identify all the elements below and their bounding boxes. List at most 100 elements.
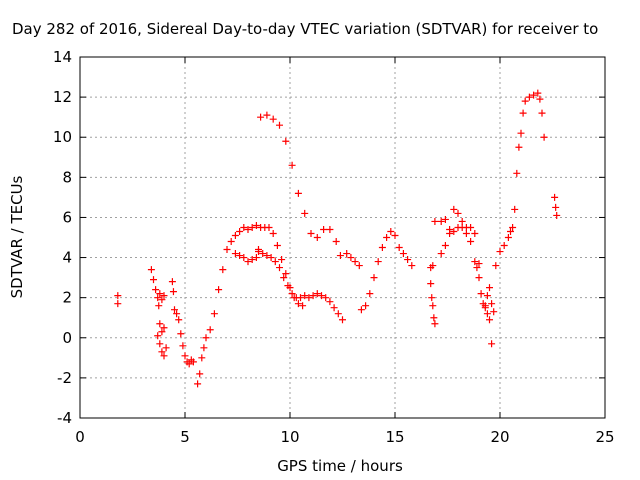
data-point — [156, 290, 164, 298]
y-tick-label: 8 — [62, 168, 72, 186]
data-point — [467, 238, 475, 246]
data-point — [276, 121, 283, 129]
data-point — [210, 310, 218, 318]
data-point — [227, 238, 235, 246]
data-point — [395, 244, 403, 252]
data-point — [481, 304, 489, 312]
data-point — [553, 211, 561, 219]
data-point — [313, 290, 321, 298]
data-point — [332, 238, 340, 246]
data-point — [263, 252, 271, 260]
data-point — [198, 354, 206, 362]
data-point — [169, 288, 177, 296]
data-point — [257, 113, 265, 121]
data-point — [265, 223, 273, 231]
data-point — [374, 258, 382, 266]
data-point — [231, 231, 239, 239]
data-point — [351, 258, 359, 266]
data-point — [158, 296, 166, 304]
data-point — [441, 242, 449, 250]
data-point — [160, 292, 168, 300]
data-point — [156, 320, 164, 328]
data-point — [177, 330, 185, 338]
data-point — [511, 205, 519, 213]
data-point — [240, 254, 248, 262]
data-point — [252, 254, 260, 262]
data-point — [509, 223, 517, 231]
data-point — [521, 97, 529, 105]
data-point — [399, 250, 407, 258]
data-point — [215, 286, 223, 294]
data-point — [269, 115, 277, 123]
data-point — [519, 109, 527, 117]
data-point — [282, 137, 290, 145]
data-point — [171, 306, 178, 314]
data-point — [150, 276, 157, 284]
data-point — [515, 143, 523, 151]
data-point — [244, 258, 252, 266]
y-axis-title: SDTVAR / TECUs — [8, 175, 26, 298]
data-point — [429, 262, 437, 270]
y-tick-label: 0 — [62, 329, 72, 347]
data-point — [471, 229, 479, 237]
data-point — [454, 223, 462, 231]
data-point — [530, 91, 538, 99]
data-point — [288, 161, 296, 169]
data-point — [196, 370, 204, 378]
data-point — [154, 332, 162, 340]
data-point — [330, 304, 338, 312]
data-point — [259, 250, 267, 258]
data-point — [446, 225, 454, 233]
data-point — [299, 302, 307, 310]
data-series — [114, 89, 561, 388]
data-point — [431, 320, 439, 328]
tick-labels: 0 5 10 15 20 25 -4 -2 0 2 4 6 8 10 12 14 — [53, 48, 615, 446]
y-tick-label: 10 — [53, 128, 72, 146]
plot-frame — [79, 56, 606, 419]
y-tick-label: 6 — [62, 208, 72, 226]
data-point — [236, 252, 244, 260]
data-point — [391, 231, 399, 239]
data-point — [206, 326, 214, 334]
data-point — [430, 314, 438, 322]
data-point — [536, 95, 544, 103]
data-point — [404, 256, 412, 264]
data-point — [156, 340, 164, 348]
data-point — [462, 229, 470, 237]
data-point — [152, 286, 160, 294]
data-point — [158, 328, 166, 336]
data-point — [552, 203, 560, 211]
data-point — [301, 292, 309, 300]
data-point — [488, 340, 496, 348]
data-point — [173, 310, 181, 318]
data-point — [320, 225, 328, 233]
chart-title: Day 282 of 2016, Sidereal Day-to-day VTE… — [12, 20, 598, 38]
data-point — [160, 324, 168, 332]
data-point — [490, 308, 498, 316]
data-point — [322, 294, 330, 302]
data-point — [441, 215, 449, 223]
data-point — [427, 280, 435, 288]
data-point — [496, 248, 504, 256]
data-point — [488, 300, 496, 308]
data-point — [378, 244, 386, 252]
data-point — [154, 294, 162, 302]
data-point — [362, 302, 370, 310]
data-point — [513, 169, 521, 177]
data-point — [175, 316, 183, 324]
data-point — [267, 254, 275, 262]
data-point — [437, 250, 445, 258]
data-point — [263, 111, 271, 119]
data-point — [538, 109, 546, 117]
data-point — [383, 234, 391, 241]
data-point — [252, 221, 260, 229]
data-point — [534, 89, 542, 97]
data-point — [357, 306, 365, 314]
data-point — [231, 250, 239, 258]
data-point — [540, 133, 548, 141]
data-point — [284, 282, 292, 290]
data-point — [294, 300, 302, 308]
data-point — [475, 274, 483, 282]
data-point — [305, 294, 313, 302]
data-point — [458, 217, 466, 225]
